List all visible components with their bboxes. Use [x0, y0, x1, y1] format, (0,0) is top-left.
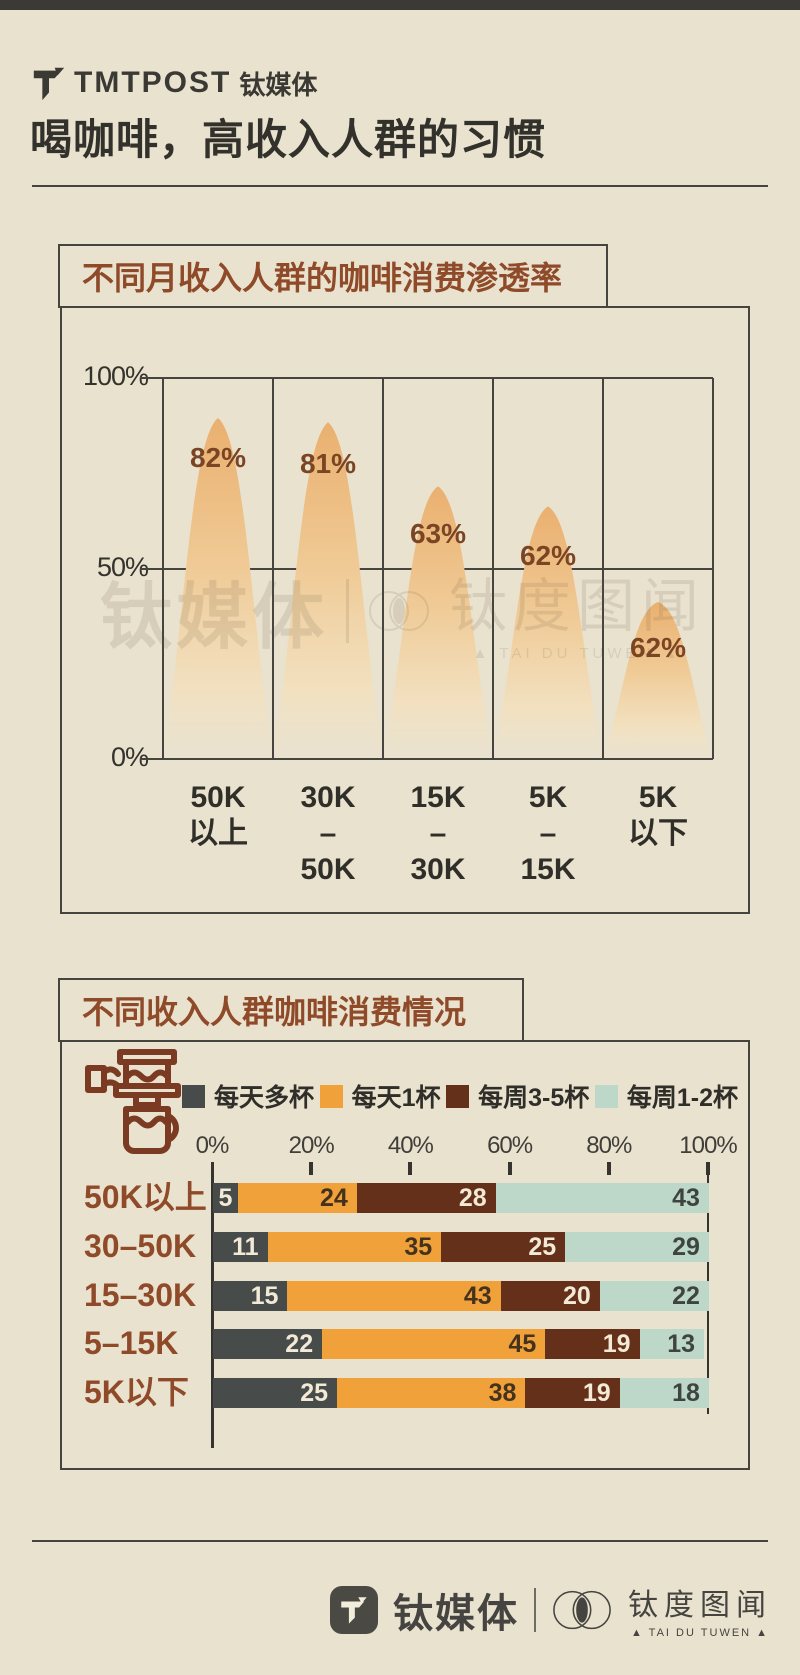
chart2-bar-segment: 35 [267, 1232, 442, 1262]
chart2-bar-segment: 19 [545, 1329, 640, 1359]
legend-swatch [182, 1084, 205, 1108]
chart2-bar-segment: 38 [337, 1378, 526, 1408]
legend-label: 每周3-5杯 [478, 1084, 590, 1112]
top-accent-strip [0, 0, 800, 10]
legend-label: 每天1杯 [351, 1084, 441, 1112]
footer-logos: 钛媒体 钛度图闻 ▲ TAI DU TUWEN ▲ [330, 1580, 772, 1639]
chart2-bar-segment: 11 [213, 1232, 268, 1262]
tmt-square-logo-icon [330, 1585, 378, 1634]
chart2-x-tick-label: 60% [487, 1132, 533, 1159]
brand-name-en: TMTPOST [74, 66, 232, 99]
chart2-title: 不同收入人群咖啡消费情况 [82, 994, 467, 1030]
chart2-bar-row: 15 43 20 22 [213, 1281, 709, 1311]
chart2-row-label: 50K以上 [84, 1179, 207, 1215]
chart2-y-axis-line [211, 1162, 214, 1448]
chart2-bar-segment: 43 [495, 1183, 709, 1213]
chart2-tick-mark [606, 1162, 611, 1175]
legend-item-4: 每周1-2杯 [594, 1078, 738, 1114]
chart2-bar-segment: 43 [287, 1281, 501, 1311]
footer-divider [32, 1540, 768, 1542]
chart2-x-tick-label: 80% [586, 1132, 632, 1159]
footer-eye-icon [553, 1590, 611, 1629]
footer-logo-divider [534, 1587, 536, 1632]
chart2-x-tick-label: 100% [679, 1132, 737, 1159]
legend-label: 每周1-2杯 [626, 1084, 738, 1112]
header-divider [32, 185, 768, 187]
chart2-bar-segment: 28 [356, 1183, 496, 1213]
chart2-bar-segment: 45 [322, 1329, 546, 1359]
footer-subbrand-latin: ▲ TAI DU TUWEN ▲ [630, 1627, 770, 1639]
chart2-row-label: 15–30K [84, 1277, 197, 1313]
chart2-x-tick-label: 40% [387, 1132, 434, 1159]
coffee-dripper-icon [85, 1049, 181, 1154]
chart2-x-tick-label: 20% [288, 1132, 335, 1159]
chart2-bar-segment: 25 [441, 1232, 566, 1262]
chart2-bar-segment: 22 [599, 1281, 709, 1311]
brand-logo: TMTPOST 钛媒体 [30, 62, 317, 104]
chart2-bar-row: 11 35 25 29 [213, 1232, 709, 1262]
chart2-bar-row: 22 45 19 13 [213, 1329, 709, 1359]
chart2-bar-segment: 5 [213, 1183, 238, 1213]
legend-item-1: 每天多杯 [182, 1078, 314, 1114]
chart2-tick-mark [507, 1162, 512, 1175]
chart2-bar-row: 25 38 19 18 [213, 1378, 709, 1408]
chart2-bar-segment: 24 [237, 1183, 357, 1213]
legend-swatch [319, 1084, 343, 1108]
chart2-bar-segment: 18 [619, 1378, 709, 1408]
chart2-tick-mark [309, 1162, 314, 1175]
tmtpost-logo-icon [33, 67, 65, 101]
legend-item-3: 每周3-5杯 [446, 1078, 589, 1114]
chart2-bar-segment: 20 [500, 1281, 600, 1311]
chart2-bar-segment: 15 [213, 1281, 288, 1311]
footer-subbrand: 钛度图闻 [628, 1589, 772, 1622]
chart2-bar-segment: 29 [565, 1232, 709, 1262]
chart2-tick-mark [408, 1162, 413, 1175]
chart2-title-box: 不同收入人群咖啡消费情况 [58, 978, 524, 1042]
chart1-title-box: 不同月收入人群的咖啡消费渗透率 [58, 244, 608, 308]
legend-swatch [446, 1084, 470, 1108]
chart2-row-label: 5–15K [84, 1325, 179, 1361]
legend-swatch [594, 1084, 618, 1108]
chart2-legend: 每天多杯 每天1杯 每周3-5杯 每周1-2杯 [182, 1078, 738, 1114]
chart2-row-label: 5K以下 [84, 1374, 189, 1410]
page-title: 喝咖啡，高收入人群的习惯 [30, 116, 547, 163]
brand-name-cn: 钛媒体 [239, 69, 318, 100]
legend-label: 每天多杯 [214, 1084, 315, 1112]
chart2-bar-segment: 19 [525, 1378, 620, 1408]
chart2-bar-segment: 25 [213, 1378, 337, 1408]
legend-item-2: 每天1杯 [319, 1078, 441, 1114]
chart2-bar-segment: 22 [213, 1329, 323, 1359]
chart2-x-tick-label: 0% [195, 1132, 230, 1159]
chart2-bar-segment: 13 [639, 1329, 704, 1359]
footer-brand-cn: 钛媒体 [393, 1591, 519, 1636]
chart2-bar-row: 5 24 28 43 [213, 1183, 709, 1213]
chart2-row-label: 30–50K [84, 1228, 197, 1264]
chart1-title: 不同月收入人群的咖啡消费渗透率 [82, 260, 563, 296]
